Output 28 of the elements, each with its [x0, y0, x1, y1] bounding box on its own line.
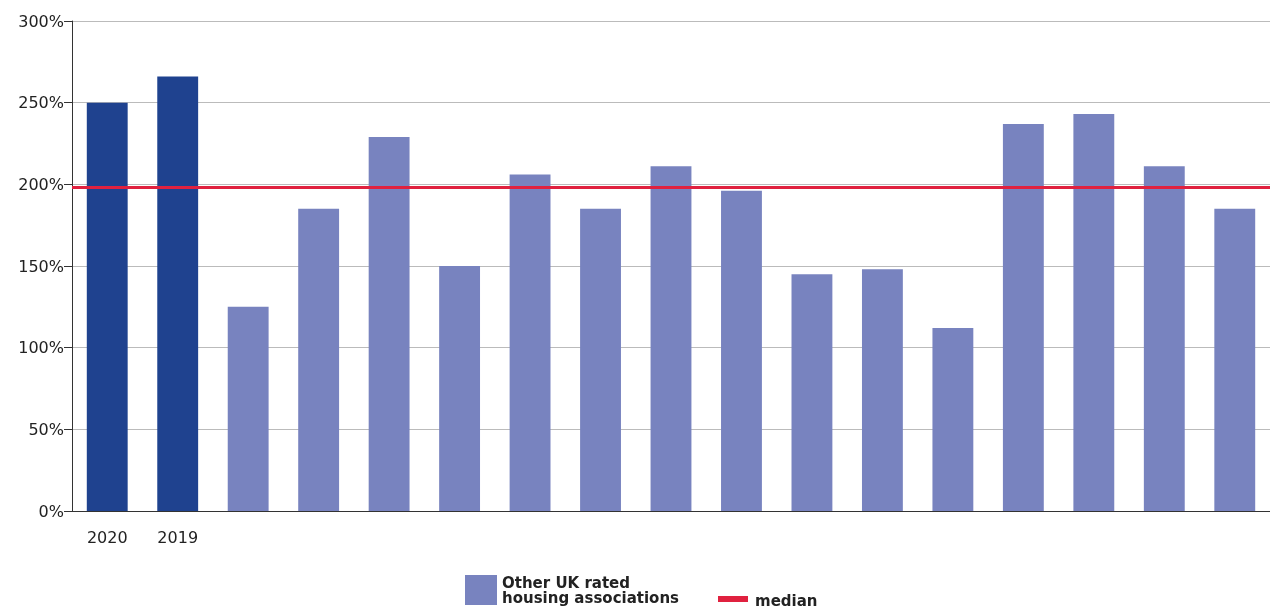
bar — [791, 274, 833, 511]
y-tick-label: 300% — [18, 11, 64, 31]
bar — [509, 174, 551, 511]
x-tick-label: 2020 — [86, 527, 128, 547]
y-tick-label: 250% — [18, 93, 64, 113]
y-tick-label: 0% — [38, 501, 64, 521]
bar — [1214, 208, 1256, 511]
legend-label: Other UK rated housing associations — [502, 573, 680, 607]
bar — [580, 208, 621, 511]
bar — [227, 306, 269, 511]
bar — [86, 102, 128, 511]
y-tick-label: 150% — [18, 256, 64, 276]
bar — [932, 328, 974, 511]
bar — [1002, 123, 1044, 511]
y-tick-label: 50% — [28, 419, 64, 439]
bar — [650, 166, 692, 511]
legend-label: median — [755, 591, 818, 610]
bar — [368, 136, 410, 511]
bar — [157, 76, 199, 511]
bar — [1143, 166, 1185, 511]
y-tick-label: 100% — [18, 338, 64, 358]
bar — [1073, 114, 1115, 511]
bar — [298, 208, 340, 511]
x-tick-label: 2019 — [157, 527, 199, 547]
y-tick-label: 200% — [18, 174, 64, 194]
bar — [861, 269, 903, 511]
bar — [721, 190, 762, 511]
bar — [439, 266, 481, 511]
